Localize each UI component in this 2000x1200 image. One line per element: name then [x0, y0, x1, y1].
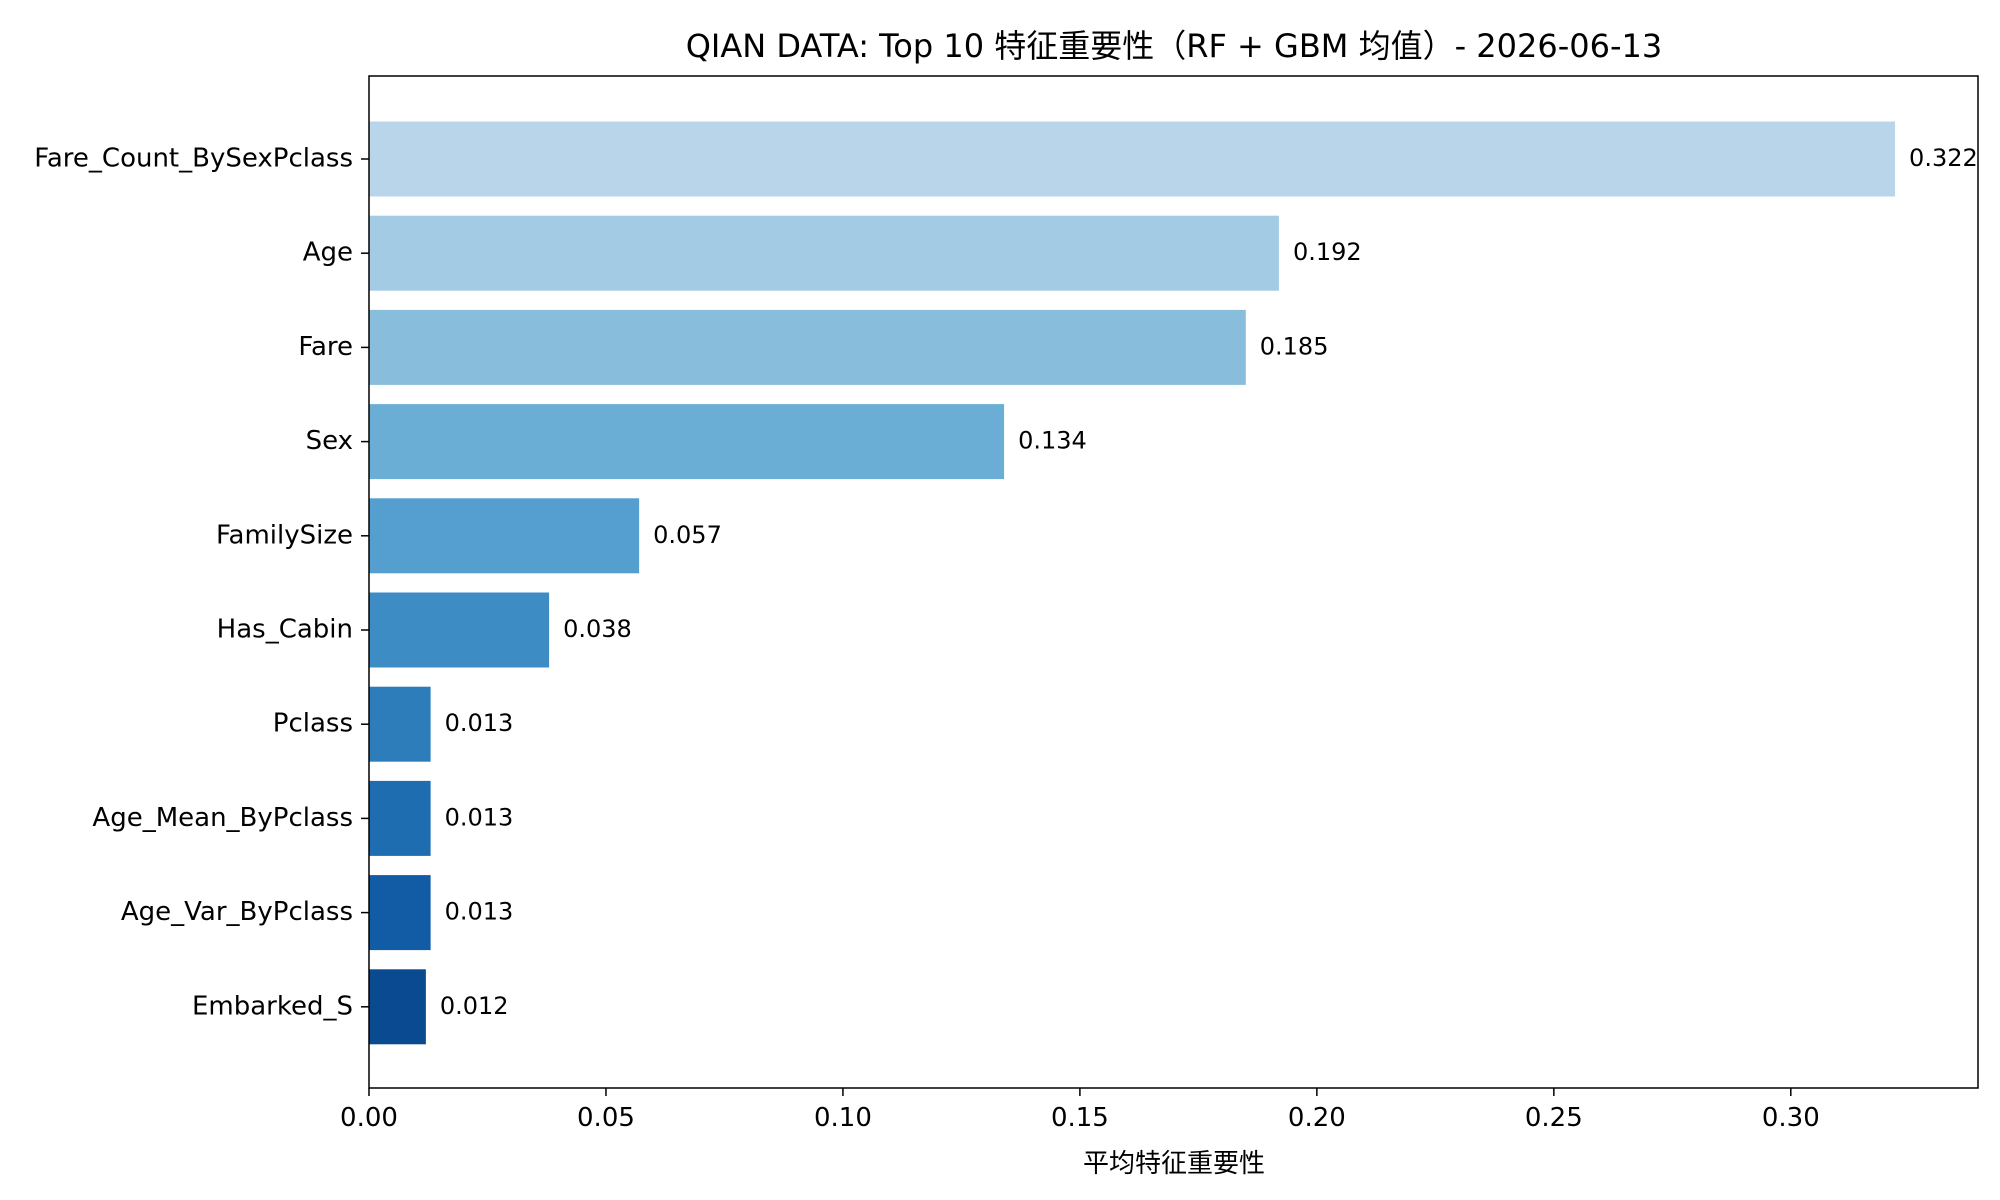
data-label-4: 0.057: [653, 521, 722, 549]
x-axis-label: 平均特征重要性: [1083, 1149, 1265, 1179]
data-label-7: 0.013: [445, 803, 514, 831]
x-tick-label-4: 0.20: [1288, 1103, 1346, 1133]
data-label-6: 0.013: [445, 709, 514, 737]
data-label-2: 0.185: [1260, 332, 1329, 360]
data-label-3: 0.134: [1018, 427, 1087, 455]
bar-1: [369, 215, 1279, 291]
data-label-5: 0.038: [563, 615, 632, 643]
data-label-1: 0.192: [1293, 238, 1362, 266]
x-tick-label-6: 0.30: [1762, 1103, 1820, 1133]
y-tick-labels: Fare_Count_BySexPclass Age Fare Sex FamilySi…: [34, 144, 369, 1021]
y-tick-label-3: Sex: [306, 426, 353, 456]
chart-title: QIAN DATA: Top 10 特征重要性（RF + GBM 均值）- 20…: [686, 27, 1663, 65]
x-tick-label-3: 0.15: [1051, 1103, 1109, 1133]
bar-6: [369, 686, 431, 762]
data-label-0: 0.322: [1909, 144, 1978, 172]
bar-5: [369, 592, 550, 668]
bar-3: [369, 404, 1005, 480]
y-tick-label-5: Has_Cabin: [217, 615, 353, 645]
plot-frame: [368, 75, 1979, 1089]
y-tick-label-6: Pclass: [273, 709, 353, 739]
bar-7: [369, 780, 431, 856]
data-label-8: 0.013: [445, 898, 514, 926]
bar-8: [369, 875, 431, 951]
y-tick-label-8: Age_Var_ByPclass: [121, 897, 353, 927]
x-tick-label-5: 0.25: [1525, 1103, 1583, 1133]
data-label-9: 0.012: [440, 992, 509, 1020]
y-tick-label-1: Age: [303, 238, 353, 268]
y-tick-label-2: Fare: [298, 332, 353, 362]
x-tick-label-2: 0.10: [814, 1103, 872, 1133]
bar-0: [369, 121, 1896, 197]
x-tick-label-1: 0.05: [577, 1103, 635, 1133]
y-tick-label-9: Embarked_S: [192, 991, 353, 1021]
x-ticks: 0.00 0.05 0.10 0.15 0.20 0.25 0.30: [340, 1088, 1820, 1133]
y-tick-label-4: FamilySize: [216, 520, 353, 550]
x-tick-label-0: 0.00: [340, 1103, 398, 1133]
bars-group: 0.322 0.192 0.185 0.134 0.057 0.038 0.013 0.013…: [369, 121, 1978, 1045]
y-tick-label-0: Fare_Count_BySexPclass: [34, 144, 353, 174]
y-tick-label-7: Age_Mean_ByPclass: [92, 803, 353, 833]
bar-9: [369, 969, 426, 1045]
bar-4: [369, 498, 640, 574]
bar-2: [369, 309, 1246, 385]
